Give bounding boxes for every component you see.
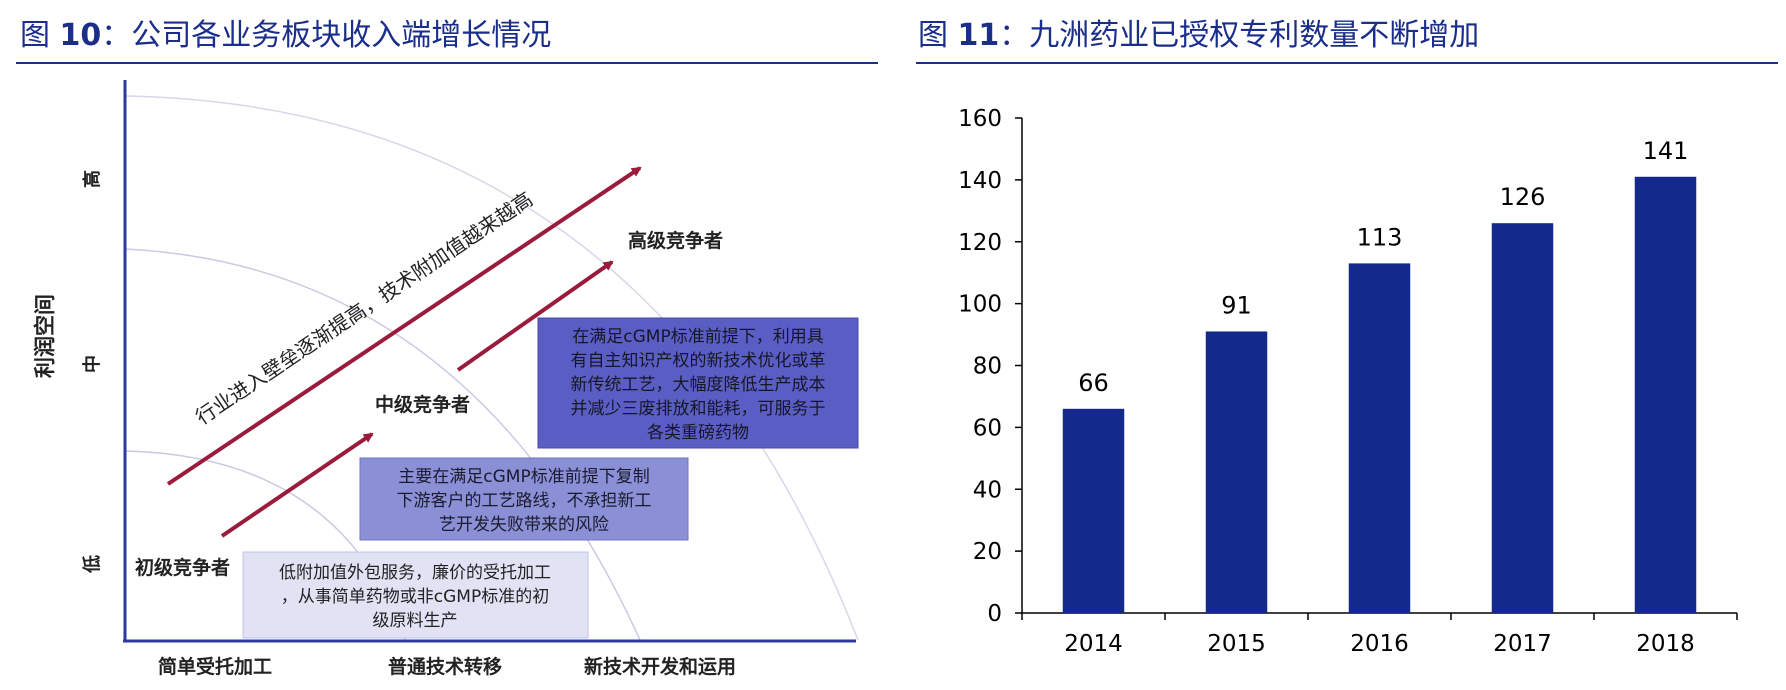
left-figure-prefix: 图 (20, 18, 50, 53)
y-tick-label: 80 (973, 354, 1002, 380)
data-label-2014: 66 (1078, 369, 1109, 397)
bar-2017 (1491, 223, 1554, 613)
y-tick-label: 160 (958, 106, 1002, 132)
right-title-rule (916, 62, 1778, 64)
tier-box-junior-line: 级原料生产 (373, 611, 458, 631)
right-figure-prefix: 图 (918, 18, 948, 53)
tier-box-junior: 低附加值外包服务，廉价的受托加工 ，从事简单药物或非cGMP标准的初 级原料生产 (242, 551, 589, 639)
tier-box-senior-line: 并减少三废排放和能耗，可服务于 (571, 399, 826, 419)
competitor-tier-diagram: 利润空间 高 中 低 简单受托加工 普通技术转移 新技术开发和运用 行业进入壁垒… (33, 80, 859, 678)
x-tick-label-2018: 2018 (1636, 631, 1695, 657)
diagram-y-axis-label: 利润空间 (33, 294, 57, 378)
y-tick-label: 60 (973, 415, 1002, 441)
bar-2016 (1348, 263, 1411, 613)
left-figure-caption: 公司各业务板块收入端增长情况 (131, 18, 552, 53)
data-label-2018: 141 (1643, 137, 1689, 165)
y-tick-label: 0 (987, 601, 1002, 627)
right-figure-caption: 九洲药业已授权专利数量不断增加 (1029, 18, 1480, 53)
arrow-caption: 行业进入壁垒逐渐提高，技术附加值越来越高 (191, 187, 537, 429)
x-tick-label-2014: 2014 (1064, 631, 1123, 657)
tier-box-mid: 主要在满足cGMP标准前提下复制 下游客户的工艺路线，不承担新工 艺开发失败带来… (359, 457, 689, 541)
arrow-barrier-rising (166, 166, 642, 486)
x-level-simple: 简单受托加工 (158, 655, 272, 678)
left-title-rule (16, 62, 878, 64)
x-level-new-tech: 新技术开发和运用 (584, 655, 736, 678)
tier-box-senior: 在满足cGMP标准前提下，利用具 有自主知识产权的新技术优化或革 新传统工艺，大… (537, 317, 859, 449)
y-level-mid: 中 (81, 355, 103, 373)
x-tick-label-2017: 2017 (1493, 631, 1552, 657)
x-tick-label-2016: 2016 (1350, 631, 1409, 657)
y-level-low: 低 (81, 555, 103, 574)
tier-box-senior-line: 在满足cGMP标准前提下，利用具 (572, 327, 823, 347)
x-tick-label-2015: 2015 (1207, 631, 1266, 657)
tier-name-junior: 初级竞争者 (135, 556, 230, 579)
left-figure-number: 10 (59, 18, 102, 53)
data-label-2015: 91 (1221, 291, 1252, 319)
tier-box-junior-line: ，从事简单药物或非cGMP标准的初 (281, 587, 549, 607)
tier-box-mid-line: 艺开发失败带来的风险 (439, 515, 609, 535)
tier-name-mid: 中级竞争者 (375, 393, 470, 416)
bar-2018 (1634, 176, 1697, 613)
right-figure-number: 11 (957, 18, 1000, 53)
bar-2014 (1062, 408, 1125, 613)
arrow-to-high (456, 260, 614, 372)
tier-box-mid-line: 主要在满足cGMP标准前提下复制 (398, 467, 649, 487)
tier-box-senior-line: 新传统工艺，大幅度降低生产成本 (571, 375, 826, 395)
y-level-high: 高 (81, 170, 103, 188)
y-tick-label: 140 (958, 168, 1002, 194)
tier-name-senior: 高级竞争者 (628, 229, 723, 252)
right-figure-title: 图 11：九洲药业已授权专利数量不断增加 (918, 18, 1480, 53)
bar-2015 (1205, 331, 1268, 613)
tier-arc-mid (124, 248, 641, 641)
y-tick-label: 120 (958, 230, 1002, 256)
tier-box-senior-line: 有自主知识产权的新技术优化或革 (571, 351, 826, 371)
tier-box-mid-line: 下游客户的工艺路线，不承担新工 (397, 491, 652, 511)
tier-arc-high (124, 95, 859, 641)
y-tick-label: 20 (973, 539, 1002, 565)
patent-bar-chart: 0 20 40 60 80 100 120 140 160 66 2014 91 2015 113 2016… (958, 106, 1738, 657)
tier-box-junior-line: 低附加值外包服务，廉价的受托加工 (279, 563, 551, 583)
x-level-transfer: 普通技术转移 (388, 655, 502, 678)
left-figure-title: 图 10：公司各业务板块收入端增长情况 (20, 18, 552, 53)
y-tick-label: 40 (973, 477, 1002, 503)
tier-box-senior-line: 各类重磅药物 (647, 423, 749, 443)
data-label-2016: 113 (1357, 223, 1403, 251)
y-tick-label: 100 (958, 292, 1002, 318)
arrow-to-mid (220, 432, 374, 538)
data-label-2017: 126 (1500, 183, 1546, 211)
